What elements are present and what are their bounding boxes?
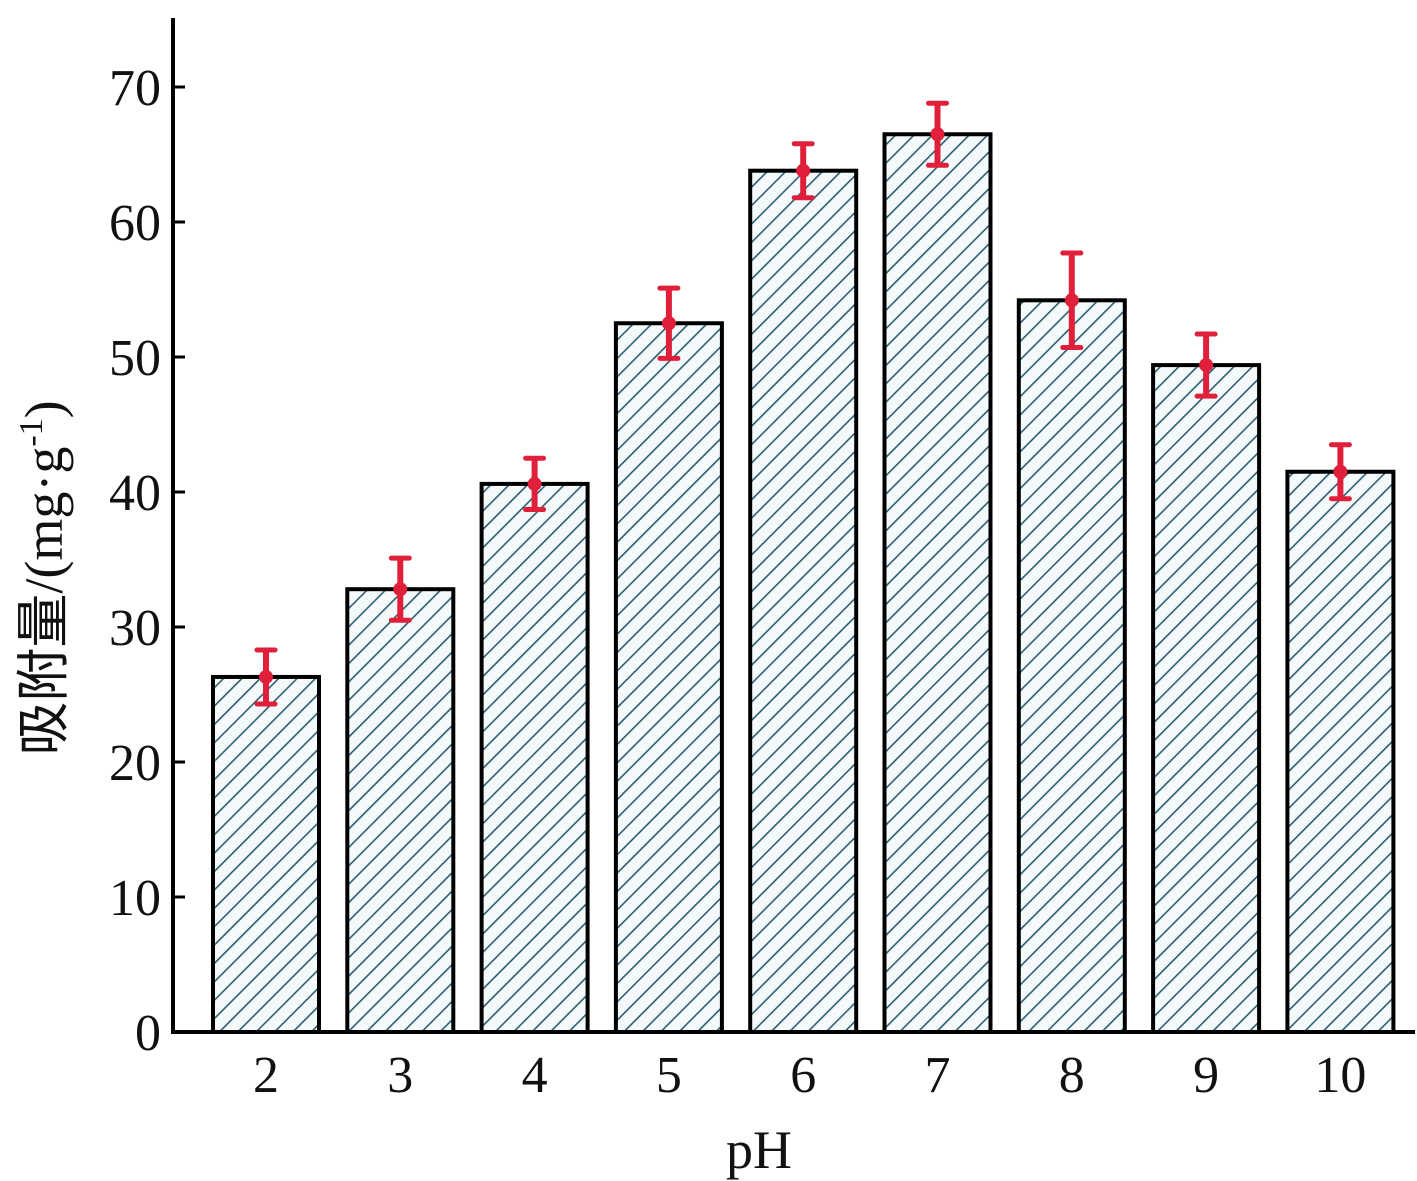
error-bar-2 — [254, 647, 278, 707]
error-bar-center — [661, 316, 676, 331]
error-bar-8 — [1060, 250, 1084, 351]
y-tick-label: 40 — [109, 465, 161, 522]
bar-2 — [211, 674, 321, 1034]
bar-8 — [1016, 298, 1127, 1034]
bar-3 — [345, 587, 456, 1034]
axes — [171, 18, 1415, 1034]
error-bar-center — [1064, 293, 1079, 308]
y-ticks: 0 10 20 30 40 50 60 70 — [109, 60, 185, 1062]
bar-10 — [1285, 469, 1396, 1034]
x-axis-label: pH — [726, 1120, 792, 1180]
error-bar-6 — [791, 141, 815, 201]
y-tick-label: 20 — [109, 735, 161, 792]
y-axis-label-close: ) — [14, 400, 74, 418]
error-bar-center — [930, 127, 945, 142]
error-bar-center — [259, 669, 273, 684]
error-bar-center — [527, 476, 542, 491]
error-bar-4 — [523, 455, 547, 513]
x-tick-label: 8 — [1059, 1047, 1085, 1104]
y-axis-label-superscript: -1 — [13, 418, 50, 446]
error-bar-10 — [1328, 442, 1352, 502]
error-bars — [254, 100, 1352, 707]
y-tick-label: 10 — [109, 870, 161, 927]
x-tick-label: 3 — [387, 1047, 413, 1104]
y-axis-label-main: 吸附量/(mg·g — [14, 447, 74, 756]
x-tick-label: 4 — [522, 1047, 548, 1104]
error-bar-center — [393, 582, 408, 597]
bar-9 — [1151, 363, 1262, 1035]
error-bar-5 — [657, 285, 681, 361]
x-tick-label: 2 — [253, 1047, 279, 1104]
x-tick-label: 10 — [1314, 1047, 1366, 1104]
bar-6 — [748, 168, 859, 1034]
error-bar-7 — [926, 100, 949, 168]
x-tick-label: 7 — [925, 1047, 951, 1104]
x-ticks: 2 3 4 5 6 7 8 9 10 — [253, 1047, 1366, 1104]
y-axis-label: 吸附量/(mg·g-1) — [13, 400, 74, 755]
x-tick-label: 9 — [1193, 1047, 1219, 1104]
error-bar-3 — [388, 555, 412, 623]
error-bar-center — [1199, 358, 1214, 373]
bars — [211, 132, 1396, 1035]
bar-5 — [613, 321, 724, 1034]
x-tick-label: 6 — [790, 1047, 816, 1104]
y-tick-label: 30 — [109, 600, 161, 657]
bar-7 — [882, 132, 993, 1034]
error-bar-9 — [1194, 331, 1218, 399]
x-tick-label: 5 — [656, 1047, 682, 1104]
y-tick-label: 0 — [135, 1005, 161, 1062]
error-bar-center — [796, 163, 811, 178]
y-tick-label: 70 — [109, 60, 161, 117]
bar-4 — [479, 481, 590, 1034]
error-bar-center — [1333, 464, 1348, 479]
y-tick-label: 50 — [109, 330, 161, 387]
y-tick-label: 60 — [109, 195, 161, 252]
